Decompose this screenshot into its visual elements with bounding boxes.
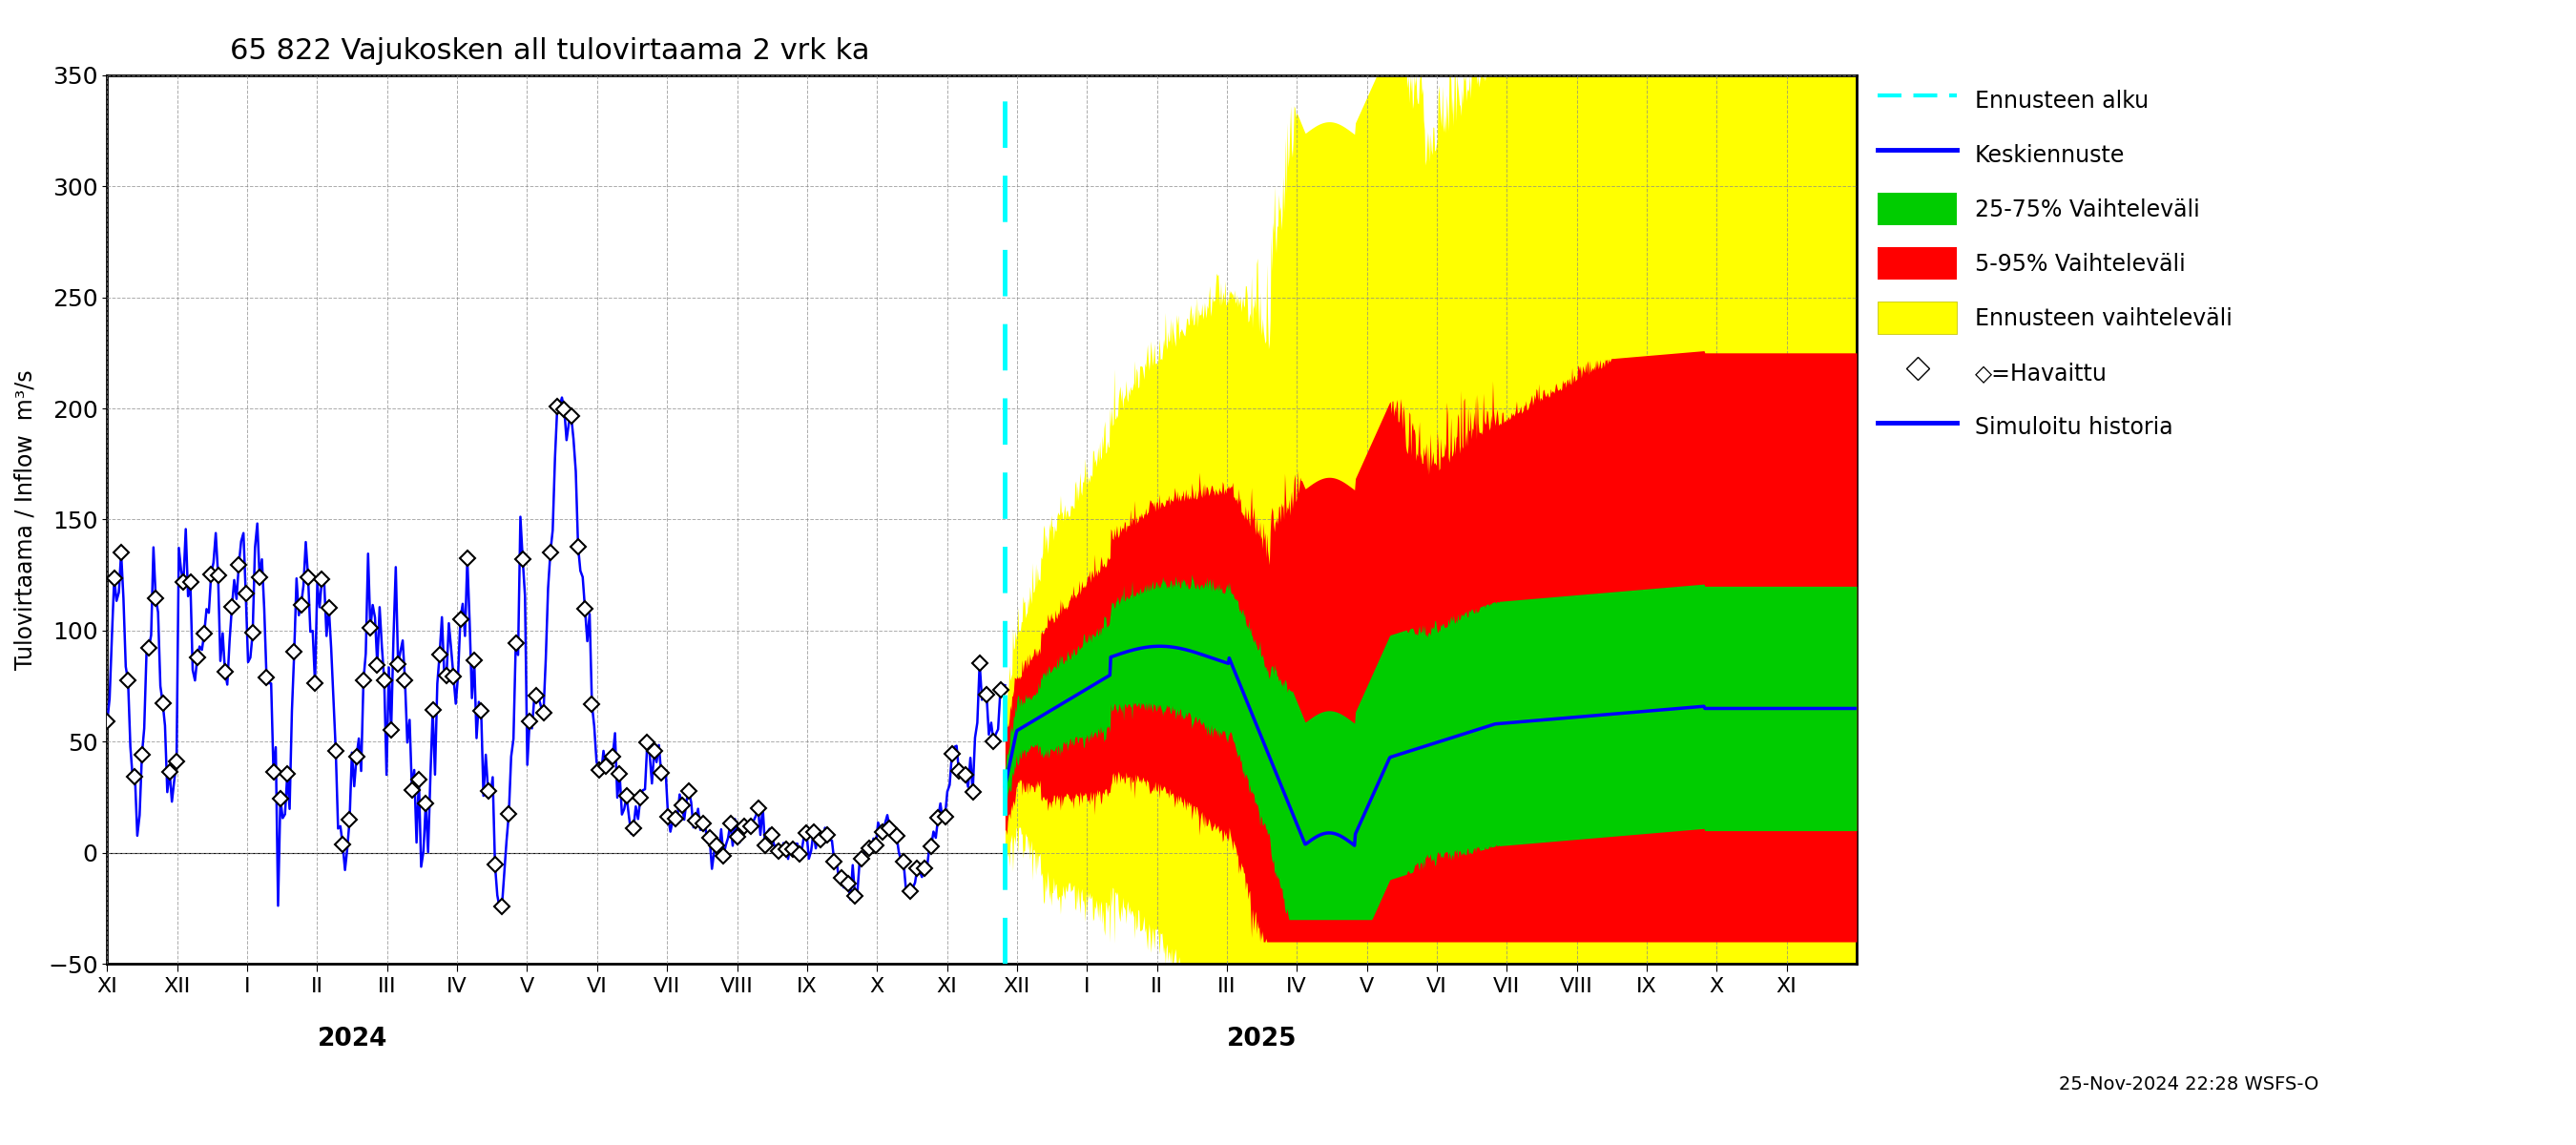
- Text: 2025: 2025: [1226, 1026, 1296, 1051]
- Legend: Ennusteen alku, Keskiennuste, 25-75% Vaihteleväli, 5-95% Vaihteleväli, Ennusteen: Ennusteen alku, Keskiennuste, 25-75% Vai…: [1870, 78, 2239, 449]
- Text: 2024: 2024: [317, 1026, 386, 1051]
- Y-axis label: Tulovirtaama / Inflow  m³/s: Tulovirtaama / Inflow m³/s: [15, 370, 36, 670]
- Text: 25-Nov-2024 22:28 WSFS-O: 25-Nov-2024 22:28 WSFS-O: [2058, 1075, 2318, 1093]
- Text: 65 822 Vajukosken all tulovirtaama 2 vrk ka: 65 822 Vajukosken all tulovirtaama 2 vrk…: [229, 37, 871, 65]
